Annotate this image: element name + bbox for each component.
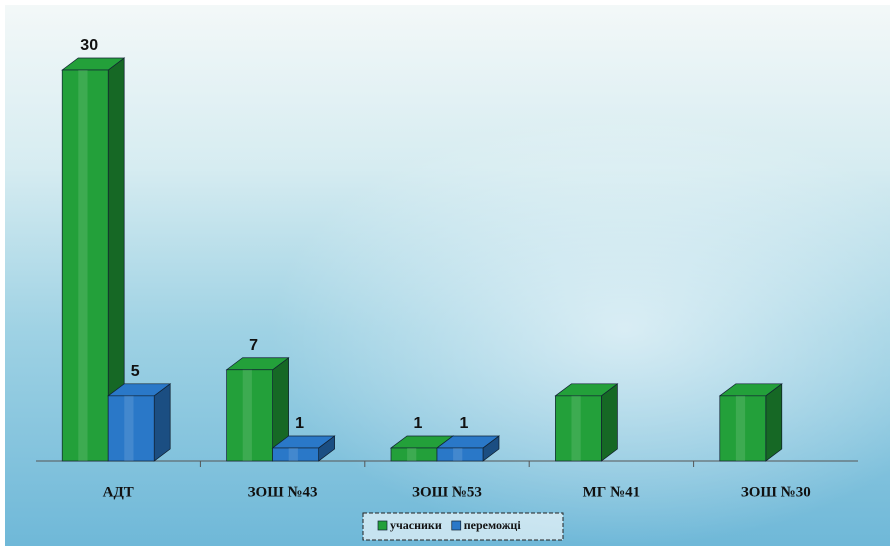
bar (61, 69, 109, 462)
bar-side-shade (272, 357, 289, 461)
x-tick-label: ЗОШ №30 (741, 484, 811, 500)
bar-side-shade (765, 383, 782, 461)
bar-shine (571, 395, 581, 461)
bar-side-shade (483, 435, 499, 461)
bar-shine (242, 369, 252, 461)
bar (272, 447, 319, 462)
bar (719, 395, 767, 462)
value-label: 1 (295, 415, 304, 432)
x-tick-label: АДТ (103, 484, 134, 500)
bar-shine (407, 447, 417, 461)
bar-side-shade (108, 58, 125, 461)
bar-shine (288, 447, 298, 461)
value-label: 30 (80, 37, 98, 54)
x-tick-label: ЗОШ №43 (248, 484, 318, 500)
value-label: 5 (131, 363, 140, 380)
bar-side-shade (601, 383, 618, 461)
bar-side-shade (154, 383, 171, 461)
background-glow (5, 5, 890, 546)
value-label: 7 (249, 337, 258, 354)
x-tick-label: МГ №41 (583, 484, 641, 500)
bar-side-shade (318, 435, 335, 461)
value-label: 1 (460, 415, 469, 432)
bar (555, 395, 602, 462)
bar (226, 369, 273, 462)
bar (436, 447, 484, 462)
bar (107, 395, 155, 462)
legend-swatch (377, 520, 388, 531)
bar-shine (124, 395, 134, 461)
x-tick-label: ЗОШ №53 (412, 484, 482, 500)
legend-swatch (451, 520, 462, 531)
legend-box (362, 512, 564, 541)
legend-label: учасники (390, 518, 442, 532)
legend-label: переможці (464, 518, 522, 532)
value-label: 1 (414, 415, 423, 432)
bar-shine (453, 447, 463, 461)
bar-shine (78, 70, 88, 461)
bar-shine (735, 395, 746, 461)
